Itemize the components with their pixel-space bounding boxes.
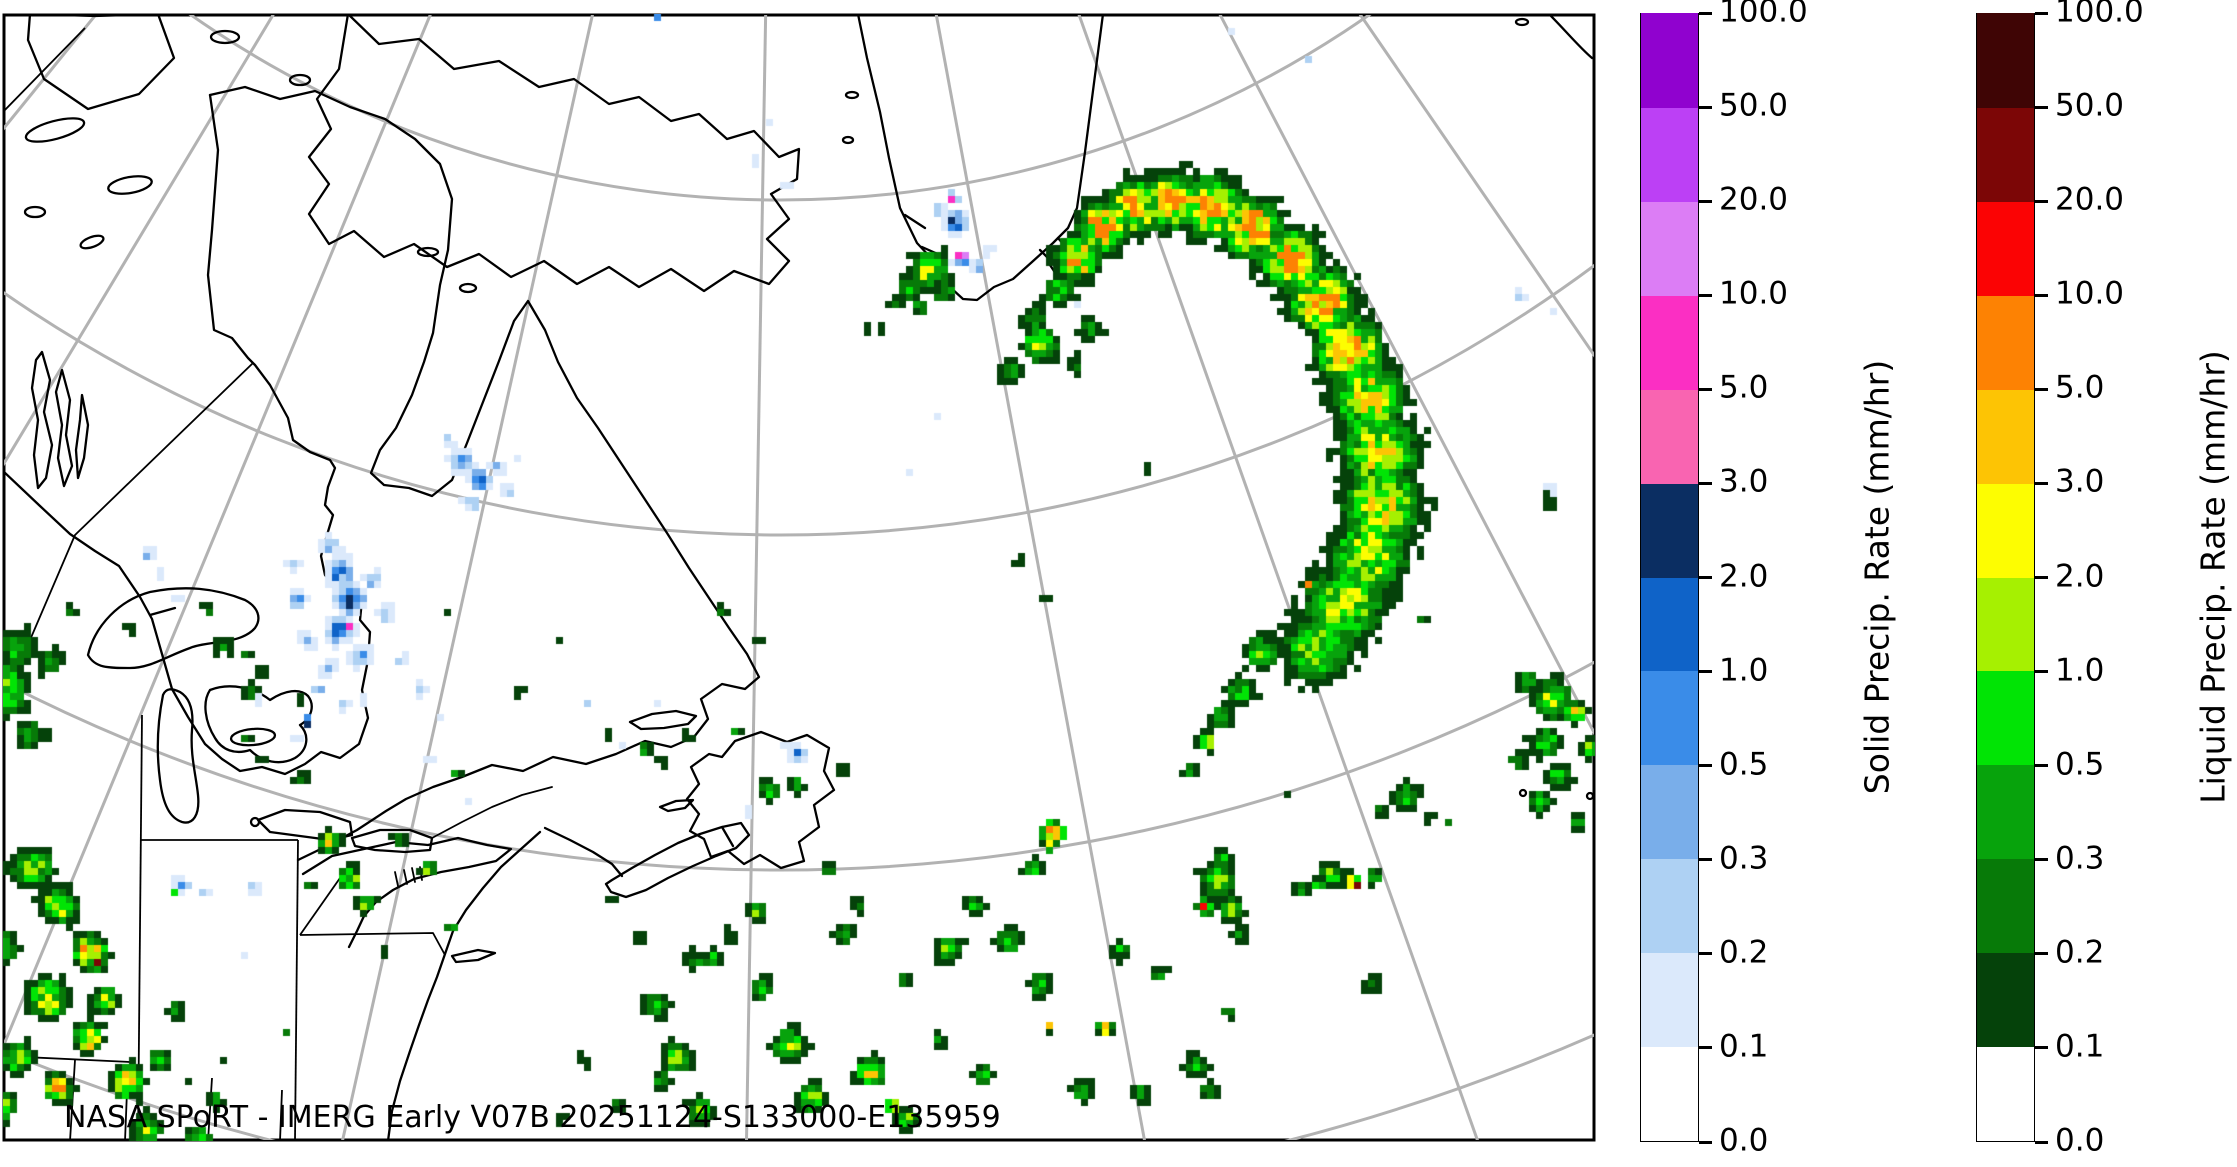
solid-colorbar (1640, 13, 1699, 1142)
colorbar-tick-label: 0.0 (2055, 1122, 2105, 1159)
colorbar-segment (1977, 576, 2034, 672)
colorbar-segment (1977, 764, 2034, 860)
colorbar-segment (1977, 858, 2034, 954)
colorbar-tick-label: 0.5 (1719, 746, 1769, 783)
colorbar-tick-label: 0.2 (2055, 934, 2105, 971)
colorbar-tick-label: 0.1 (2055, 1028, 2105, 1065)
colorbar-tick (2035, 105, 2048, 109)
colorbar-segment (1977, 1046, 2034, 1141)
colorbar-tick (1699, 670, 1712, 674)
colorbar-tick-label: 0.3 (1719, 840, 1769, 877)
colorbar-segment (1641, 1046, 1698, 1141)
colorbar-tick (1699, 576, 1712, 579)
colorbar-tick (1699, 105, 1712, 109)
colorbar-tick (1699, 199, 1712, 203)
colorbar-tick-label: 2.0 (1719, 558, 1769, 595)
colorbar-segment (1641, 858, 1698, 954)
colorbar-tick (1699, 764, 1712, 768)
colorbar-segment (1641, 389, 1698, 484)
colorbar-tick-label: 50.0 (1719, 87, 1789, 124)
colorbar-tick (2035, 1140, 2048, 1144)
colorbar-segment (1977, 483, 2034, 578)
liquid-colorbar-ticks: 0.0 0.1 0.2 0.3 0.5 1.0 2.0 3.0 5.0 10.0 20.0 50.0 1… (2035, 0, 2185, 1159)
colorbar-tick-label: 0.3 (2055, 840, 2105, 877)
colorbar-tick-label: 0.0 (1719, 1122, 1769, 1159)
colorbar-segment (1977, 13, 2034, 108)
liquid-colorbar-label: Liquid Precip. Rate (mm/hr) (2193, 350, 2233, 804)
colorbar-segment (1977, 952, 2034, 1048)
colorbar-tick-label: 100.0 (2055, 0, 2144, 30)
colorbar-tick (1699, 481, 1712, 485)
colorbar-segment (1641, 201, 1698, 296)
solid-colorbar-ticks: 0.0 0.1 0.2 0.3 0.5 1.0 2.0 3.0 5.0 10.0 20.0 50.0 1… (1699, 0, 1849, 1159)
colorbar-tick (2035, 199, 2048, 203)
colorbar-tick (2035, 11, 2048, 15)
colorbar-segment (1641, 107, 1698, 202)
colorbar-tick (2035, 293, 2048, 297)
colorbar-segment (1977, 201, 2034, 296)
colorbar-tick-label: 2.0 (2055, 558, 2105, 595)
colorbar-segment (1641, 295, 1698, 390)
colorbar-tick (1699, 293, 1712, 297)
colorbar-tick (2035, 1046, 2048, 1050)
colorbar-tick-label: 20.0 (1719, 181, 1789, 218)
colorbar-tick-label: 1.0 (1719, 652, 1769, 689)
colorbar-tick (1699, 11, 1712, 15)
solid-colorbar-label: Solid Precip. Rate (mm/hr) (1857, 359, 1897, 795)
colorbar-tick (2035, 858, 2048, 862)
colorbar-tick-label: 5.0 (2055, 369, 2105, 406)
precipitation-layer (3, 14, 1595, 1141)
colorbar-tick (1699, 952, 1712, 956)
colorbar-segment (1977, 670, 2034, 766)
colorbar-tick (1699, 858, 1712, 862)
colorbar-tick-label: 5.0 (1719, 369, 1769, 406)
colorbar-tick-label: 0.1 (1719, 1028, 1769, 1065)
colorbar-segment (1977, 107, 2034, 202)
colorbar-tick-label: 100.0 (1719, 0, 1808, 30)
colorbar-tick-label: 50.0 (2055, 87, 2125, 124)
colorbar-segment (1641, 764, 1698, 860)
colorbar-tick-label: 3.0 (1719, 463, 1769, 500)
colorbar-tick (2035, 952, 2048, 956)
colorbar-tick (2035, 387, 2048, 391)
colorbar-segment (1641, 670, 1698, 766)
colorbar-tick-label: 10.0 (2055, 275, 2125, 312)
colorbar-tick-label: 10.0 (1719, 275, 1789, 312)
liquid-colorbar (1976, 13, 2035, 1142)
colorbar-tick (1699, 1140, 1712, 1144)
product-annotation: NASA SPoRT - IMERG Early V07B 20251124-S… (64, 1100, 1001, 1135)
colorbar-tick (2035, 576, 2048, 579)
colorbar-tick-label: 1.0 (2055, 652, 2105, 689)
colorbar-tick (2035, 670, 2048, 674)
colorbar-tick-label: 0.5 (2055, 746, 2105, 783)
colorbar-tick-label: 0.2 (1719, 934, 1769, 971)
colorbar-segment (1641, 483, 1698, 578)
colorbar-tick (1699, 1046, 1712, 1050)
colorbar-tick (2035, 481, 2048, 485)
colorbar-segment (1977, 295, 2034, 390)
colorbar-segment (1641, 952, 1698, 1048)
colorbar-segment (1641, 13, 1698, 108)
colorbar-segment (1977, 389, 2034, 484)
colorbar-tick-label: 3.0 (2055, 463, 2105, 500)
colorbar-segment (1641, 576, 1698, 672)
colorbar-tick-label: 20.0 (2055, 181, 2125, 218)
colorbar-tick (1699, 387, 1712, 391)
colorbar-tick (2035, 764, 2048, 768)
